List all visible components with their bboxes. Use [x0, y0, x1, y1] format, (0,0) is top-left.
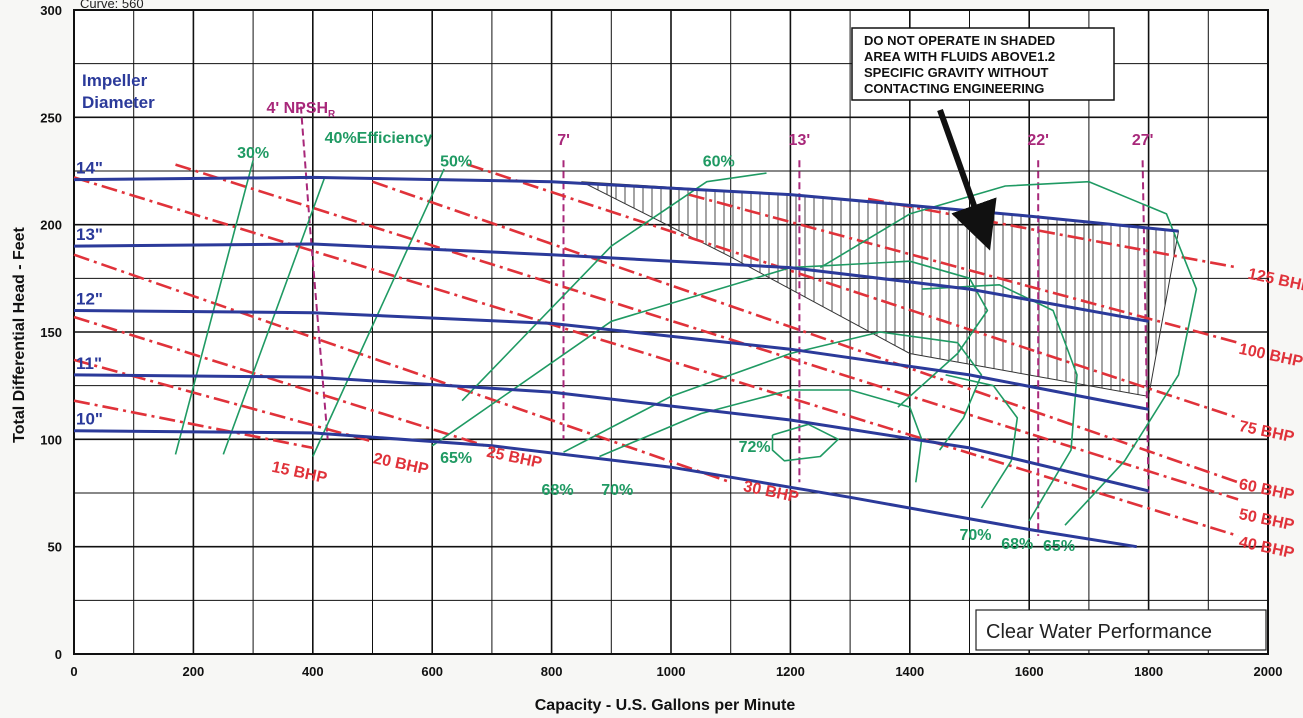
warning-line-2: AREA WITH FLUIDS ABOVE1.2 — [864, 49, 1055, 64]
performance-note: Clear Water Performance — [986, 621, 1212, 643]
efficiency-line-70-right — [945, 374, 1019, 509]
efficiency-label-40-efficiency: 40%Efficiency — [325, 130, 433, 147]
x-tick-label: 200 — [183, 664, 205, 679]
impeller-label-14: 14" — [76, 159, 103, 178]
npsh-label-22: 22' — [1027, 132, 1049, 149]
bhp-line-40-bhp — [73, 176, 1239, 538]
efficiency-label-65: 65% — [440, 450, 472, 467]
npsh-line-27 — [1141, 160, 1150, 494]
x-tick-label: 1800 — [1134, 664, 1163, 679]
efficiency-label-30: 30% — [237, 145, 269, 162]
efficiency-label-60: 60% — [703, 154, 735, 171]
warning-line-4: CONTACTING ENGINEERING — [864, 81, 1044, 96]
warning-box: DO NOT OPERATE IN SHADED AREA WITH FLUID… — [851, 27, 1115, 101]
npsh-line-4-npsh — [299, 106, 329, 440]
efficiency-label-68: 68% — [1001, 536, 1033, 553]
bhp-line-100-bhp — [688, 193, 1239, 344]
impeller-label-13: 13" — [76, 225, 103, 244]
y-tick-label: 100 — [40, 432, 62, 447]
curve-id-label: Curve: 560 — [80, 0, 144, 11]
bhp-line-125-bhp — [867, 197, 1239, 269]
efficiency-line-30 — [174, 160, 254, 455]
bhp-line-60-bhp — [372, 180, 1239, 484]
x-tick-label: 600 — [421, 664, 443, 679]
efficiency-line-68-right — [921, 283, 1078, 522]
efficiency-line-40-efficiency — [222, 177, 326, 455]
npsh-label-13: 13' — [789, 132, 811, 149]
bhp-line-75-bhp — [467, 163, 1239, 420]
x-tick-label: 2000 — [1254, 664, 1283, 679]
bhp-line-50-bhp — [175, 163, 1239, 501]
y-tick-label: 200 — [40, 218, 62, 233]
efficiency-label-70: 70% — [601, 482, 633, 499]
x-tick-label: 1200 — [776, 664, 805, 679]
impeller-curve-12 — [73, 309, 1149, 411]
y-tick-label: 250 — [40, 110, 62, 125]
y-tick-label: 300 — [40, 3, 62, 18]
y-tick-label: 150 — [40, 325, 62, 340]
efficiency-line-50 — [312, 168, 445, 457]
bhp-line-25-bhp — [73, 315, 493, 450]
efficiency-line-65-right — [819, 180, 1198, 526]
efficiency-label-70: 70% — [959, 527, 991, 544]
x-axis-title: Capacity - U.S. Gallons per Minute — [535, 697, 796, 714]
npsh-label-4-npsh: 4' NPSHR — [266, 100, 336, 120]
npsh-label-27: 27' — [1132, 132, 1154, 149]
bhp-lines — [73, 163, 1239, 538]
warning-arrow — [937, 108, 997, 251]
impeller-label-12: 12" — [76, 290, 103, 309]
x-tick-label: 800 — [541, 664, 563, 679]
warning-line-3: SPECIFIC GRAVITY WITHOUT — [864, 65, 1048, 80]
impeller-curves — [73, 175, 1179, 549]
y-tick-label: 50 — [48, 540, 62, 555]
warning-line-1: DO NOT OPERATE IN SHADED — [864, 33, 1055, 48]
impeller-title-2: Diameter — [82, 93, 155, 112]
x-tick-label: 0 — [70, 664, 77, 679]
y-tick-label: 0 — [55, 647, 62, 662]
impeller-curve-13 — [73, 242, 1149, 323]
impeller-curve-10 — [73, 429, 1137, 549]
npsh-subscript: R — [328, 109, 336, 120]
grid — [73, 9, 1269, 655]
efficiency-label-68: 68% — [542, 482, 574, 499]
impeller-curve-14 — [73, 175, 1179, 233]
efficiency-label-72: 72% — [739, 439, 771, 456]
npsh-label-7: 7' — [557, 132, 570, 149]
impeller-label-10: 10" — [76, 410, 103, 429]
efficiency-lines — [174, 160, 1198, 526]
bhp-line-20-bhp — [73, 358, 373, 443]
bhp-line-15-bhp — [73, 399, 314, 450]
x-tick-label: 1600 — [1015, 664, 1044, 679]
efficiency-label-50: 50% — [440, 154, 472, 171]
x-tick-label: 1400 — [895, 664, 924, 679]
impeller-curve-11 — [73, 373, 1149, 493]
y-axis-title: Total Differential Head - Feet — [11, 226, 28, 442]
impeller-label-11: 11" — [76, 354, 102, 373]
efficiency-line-68-left — [563, 331, 983, 453]
impeller-title: Impeller — [82, 71, 148, 90]
x-tick-label: 400 — [302, 664, 324, 679]
axis-ticks: 0 200 400 600 800 1000 1200 1400 1600 1800 2000 0 50… — [40, 3, 1282, 679]
efficiency-line-65-left — [431, 260, 989, 447]
performance-note-box: Clear Water Performance — [975, 609, 1267, 651]
x-tick-label: 1000 — [657, 664, 686, 679]
efficiency-label-65: 65% — [1043, 538, 1075, 555]
